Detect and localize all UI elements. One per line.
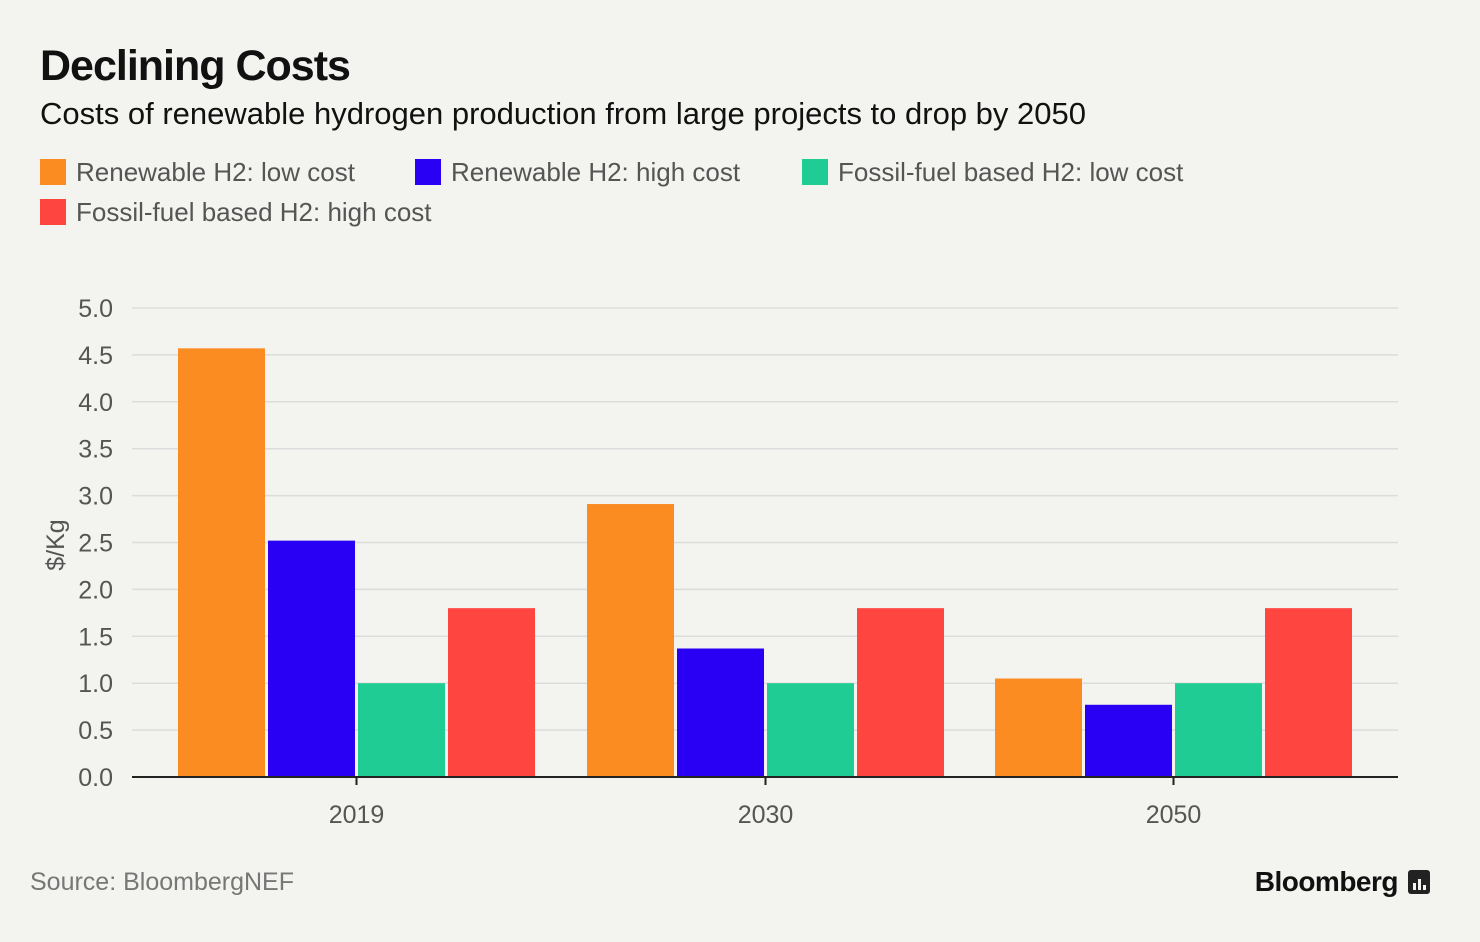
bar <box>358 683 445 777</box>
legend-item-renewable-low: Renewable H2: low cost <box>40 155 355 189</box>
legend-item-fossil-low: Fossil-fuel based H2: low cost <box>802 155 1183 189</box>
legend-label: Fossil-fuel based H2: low cost <box>838 156 1184 187</box>
y-tick-label: 3.5 <box>78 436 113 464</box>
brand-name: Bloomberg <box>1254 866 1399 897</box>
bar <box>1175 683 1262 777</box>
bar <box>857 608 944 777</box>
legend-item-renewable-high: Renewable H2: high cost <box>415 155 740 189</box>
y-tick-label: 4.5 <box>78 342 113 370</box>
x-tick-label: 2019 <box>329 801 385 829</box>
legend-swatch <box>40 199 66 225</box>
legend-swatch <box>415 159 441 185</box>
bar <box>587 504 674 777</box>
y-tick-label: 4.0 <box>78 389 113 417</box>
y-tick-label: 5.0 <box>78 295 113 323</box>
chart-subtitle: Costs of renewable hydrogen production f… <box>40 96 1086 131</box>
bar <box>995 678 1082 777</box>
legend-swatch <box>802 159 828 185</box>
bars <box>178 348 1352 777</box>
y-tick-label: 2.5 <box>78 530 113 558</box>
legend-label: Fossil-fuel based H2: high cost <box>76 196 432 227</box>
source-note: Source: BloombergNEF <box>30 868 295 896</box>
legend-swatch <box>40 159 66 185</box>
y-tick-label: 0.0 <box>78 764 113 792</box>
y-tick-label: 3.0 <box>78 483 113 511</box>
bar <box>767 683 854 777</box>
legend-label: Renewable H2: low cost <box>76 156 355 187</box>
x-tick-label: 2050 <box>1146 801 1202 829</box>
bar <box>178 348 265 777</box>
legend-label: Renewable H2: high cost <box>451 156 741 187</box>
bar <box>448 608 535 777</box>
y-tick-label: 2.0 <box>78 576 113 604</box>
bar <box>1265 608 1352 777</box>
legend-item-fossil-high: Fossil-fuel based H2: high cost <box>40 195 432 229</box>
y-axis-ticks: 0.0 0.5 1.0 1.5 2.0 2.5 3.0 3.5 4.0 4.5 5.0 <box>78 295 113 792</box>
bar <box>677 648 764 777</box>
bar <box>1085 704 1172 777</box>
x-tick-label: 2030 <box>738 801 794 829</box>
chart-icon <box>1408 870 1430 894</box>
y-tick-label: 0.5 <box>78 717 113 745</box>
brand-logo: Bloomberg <box>1255 866 1430 898</box>
y-tick-label: 1.5 <box>78 623 113 651</box>
bar <box>268 540 355 777</box>
chart-title: Declining Costs <box>40 42 351 90</box>
y-axis-label: $/Kg <box>42 519 70 570</box>
y-tick-label: 1.0 <box>78 670 113 698</box>
x-axis: 2019 2030 2050 <box>132 776 1398 829</box>
